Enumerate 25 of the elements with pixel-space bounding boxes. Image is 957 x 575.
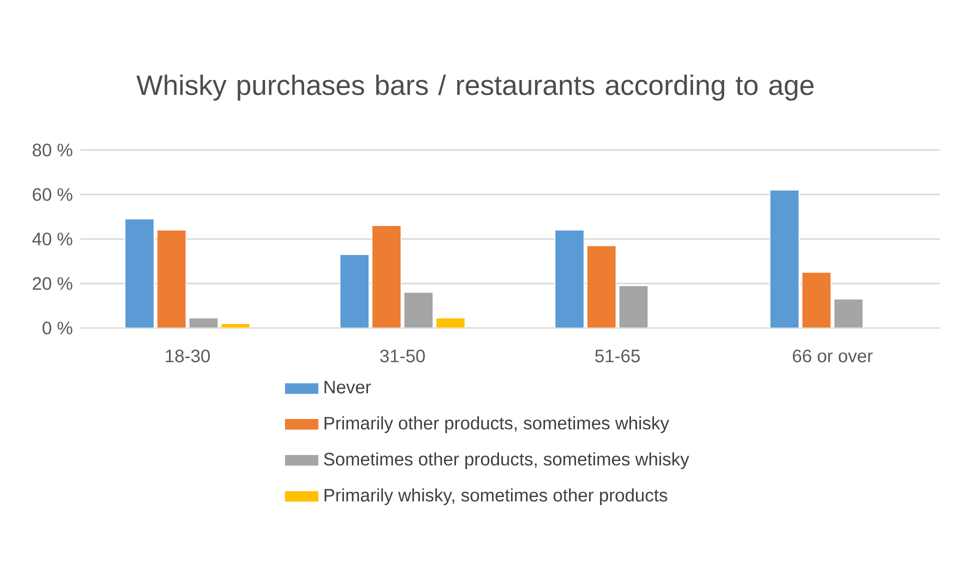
bar xyxy=(802,272,832,328)
bar xyxy=(372,225,402,328)
legend-label: Sometimes other products, sometimes whisky xyxy=(324,452,690,470)
bar xyxy=(618,285,648,328)
y-tick-label: 40 % xyxy=(32,232,72,246)
bar xyxy=(124,218,154,328)
bar xyxy=(834,298,864,328)
y-tick-label: 20 % xyxy=(32,277,72,290)
x-tick-label: 66 or over xyxy=(792,350,873,362)
legend-label: Primarily whisky, sometimes other products xyxy=(324,488,668,506)
y-tick-label: 0 % xyxy=(42,322,72,334)
bar xyxy=(770,190,800,328)
legend-label: Never xyxy=(324,380,371,394)
bar xyxy=(554,230,584,328)
y-tick-label: 80 % xyxy=(32,144,72,156)
bar xyxy=(156,230,186,328)
bar xyxy=(404,292,434,328)
bar xyxy=(586,245,616,328)
x-tick-label: 51-65 xyxy=(595,350,640,362)
bar xyxy=(340,254,370,328)
chart-title: Whisky purchases bars / restaurants according to age xyxy=(136,74,814,101)
legend-label: Primarily other products, sometimes whisky xyxy=(324,416,670,434)
x-tick-label: 31-50 xyxy=(380,350,425,362)
x-tick-label: 18-30 xyxy=(166,350,210,362)
y-tick-label: 60 % xyxy=(32,188,72,201)
